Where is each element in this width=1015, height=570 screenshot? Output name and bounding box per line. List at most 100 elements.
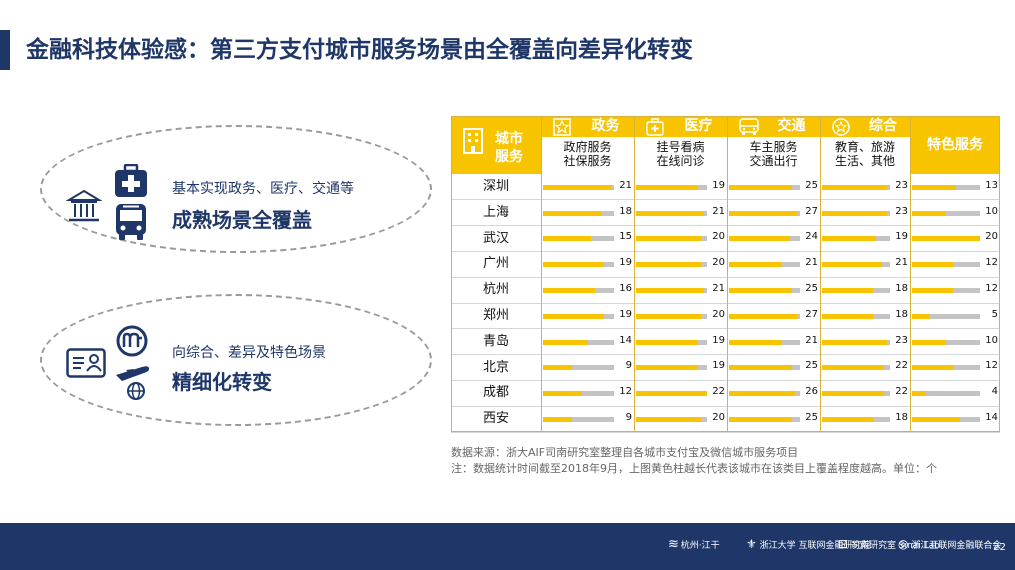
- bar-track: [636, 184, 707, 190]
- bar-track: [543, 313, 614, 319]
- bar-value: 18: [895, 308, 908, 320]
- table-row: 武汉 15 20 24 19 20: [451, 226, 1000, 252]
- table-row: 深圳 21 19 25 23 13: [451, 174, 1000, 200]
- column-subtitle: 车主服务 交通出行: [727, 137, 820, 174]
- bar-fill: [822, 236, 876, 242]
- bar-fill: [543, 365, 573, 371]
- mature-scenario-headline: 成熟场景全覆盖: [172, 208, 312, 232]
- table-row: 青岛 14 19 21 23 10: [451, 329, 1000, 355]
- bar-value: 24: [805, 231, 818, 243]
- bus-icon: [739, 118, 759, 140]
- bar-value: 10: [985, 205, 998, 217]
- table-row: 上海 18 21 27 23 10: [451, 200, 1000, 226]
- bar-track: [822, 339, 890, 345]
- city-name: 西安: [482, 411, 509, 427]
- bar-value: 14: [985, 412, 998, 424]
- bar-value: 10: [985, 334, 998, 346]
- column-header-4: 特色服务: [910, 116, 1000, 174]
- bar-value: 19: [895, 231, 908, 243]
- metro-logo-icon: [116, 325, 148, 357]
- table-row: 杭州 16 21 25 18 12: [451, 277, 1000, 303]
- bar-track: [543, 210, 614, 216]
- bar-fill: [636, 288, 704, 294]
- sinai-lab-logo: ⊡ 司南研究室 Sinai Lab: [838, 537, 940, 551]
- bar-value: 12: [985, 283, 998, 295]
- page-number: 22: [993, 542, 1006, 553]
- bar-value: 21: [805, 257, 818, 269]
- bar-value: 20: [712, 308, 725, 320]
- bar-value: 5: [991, 308, 998, 320]
- refined-scenario-subtitle: 向综合、差异及特色场景: [172, 345, 326, 361]
- jianggan-logo: ≋ 杭州·江干: [668, 537, 720, 552]
- bar-track: [912, 365, 980, 371]
- bar-track: [912, 210, 980, 216]
- bar-track: [636, 262, 707, 268]
- bar-fill: [912, 313, 929, 319]
- column-subtitle-line-2: 交通出行: [749, 154, 798, 168]
- column-subtitle: 挂号看病 在线问诊: [634, 137, 727, 174]
- bus-icon: [116, 204, 146, 240]
- column-header-0: 政务 政府服务 社保服务: [541, 116, 634, 174]
- building-icon: [463, 128, 483, 154]
- bar-value: 14: [619, 334, 632, 346]
- airplane-globe-icon: [116, 366, 150, 400]
- bar-value: 23: [895, 334, 908, 346]
- bar-value: 25: [805, 360, 818, 372]
- bar-value: 18: [619, 205, 632, 217]
- bar-track: [822, 313, 890, 319]
- bar-value: 9: [625, 360, 632, 372]
- bar-value: 19: [619, 308, 632, 320]
- bar-value: 21: [712, 283, 725, 295]
- bar-value: 19: [619, 257, 632, 269]
- bar-fill: [543, 262, 605, 268]
- bar-fill: [543, 313, 605, 319]
- city-name: 杭州: [482, 282, 509, 298]
- column-divider: [910, 116, 911, 432]
- data-source-note: 数据来源：浙大AIF司南研究室整理自各城市支付宝及微信城市服务项目: [451, 446, 799, 459]
- column-subtitle-line-2: 在线问诊: [656, 154, 705, 168]
- bar-value: 19: [712, 360, 725, 372]
- bar-fill: [543, 184, 611, 190]
- column-subtitle-line-2: 社保服务: [563, 154, 612, 168]
- bar-track: [912, 391, 980, 397]
- bar-track: [729, 184, 800, 190]
- bar-fill: [543, 236, 592, 242]
- mature-scenario-subtitle: 基本实现政务、医疗、交通等: [172, 181, 354, 197]
- bar-fill: [729, 339, 783, 345]
- bar-fill: [636, 339, 698, 345]
- table-row: 北京 9 19 25 22 12: [451, 355, 1000, 381]
- bar-track: [912, 184, 980, 190]
- bar-value: 27: [805, 205, 818, 217]
- bar-track: [543, 262, 614, 268]
- column-header-1: 医疗 挂号看病 在线问诊: [634, 116, 727, 174]
- column-divider: [727, 116, 728, 432]
- bar-fill: [729, 184, 793, 190]
- table-row: 郑州 19 20 27 18 5: [451, 303, 1000, 329]
- bar-value: 13: [985, 179, 998, 191]
- zj-fintech-federation-logo: ◎ 浙江互联网金融联合会: [898, 537, 1002, 551]
- bar-value: 21: [805, 334, 818, 346]
- city-service-table: 城市 服务 政务 政府服务 社保服务 医疗 挂号看病 在线问诊 交通 车主服务 交通出行 综合 教育、旅…: [451, 116, 1000, 433]
- bar-fill: [822, 288, 873, 294]
- column-subtitle-line-2: 生活、其他: [834, 154, 895, 168]
- row-divider: [451, 379, 1000, 381]
- bar-value: 22: [895, 386, 908, 398]
- city-name: 北京: [482, 359, 509, 375]
- row-divider: [451, 225, 1000, 227]
- bar-track: [822, 288, 890, 294]
- bar-track: [912, 417, 980, 423]
- bar-track: [729, 288, 800, 294]
- bar-track: [729, 313, 800, 319]
- refined-scenario-headline: 精细化转变: [172, 370, 272, 394]
- table-corner-header: 城市 服务: [451, 116, 541, 174]
- bar-value: 12: [985, 360, 998, 372]
- column-subtitle-line-1: 车主服务: [749, 140, 798, 154]
- bar-value: 26: [805, 386, 818, 398]
- city-name: 成都: [482, 385, 509, 401]
- medical-kit-icon: [646, 118, 664, 140]
- bar-track: [912, 236, 980, 242]
- bar-value: 20: [712, 231, 725, 243]
- bar-fill: [912, 417, 960, 423]
- row-divider: [451, 405, 1000, 407]
- bar-track: [822, 365, 890, 371]
